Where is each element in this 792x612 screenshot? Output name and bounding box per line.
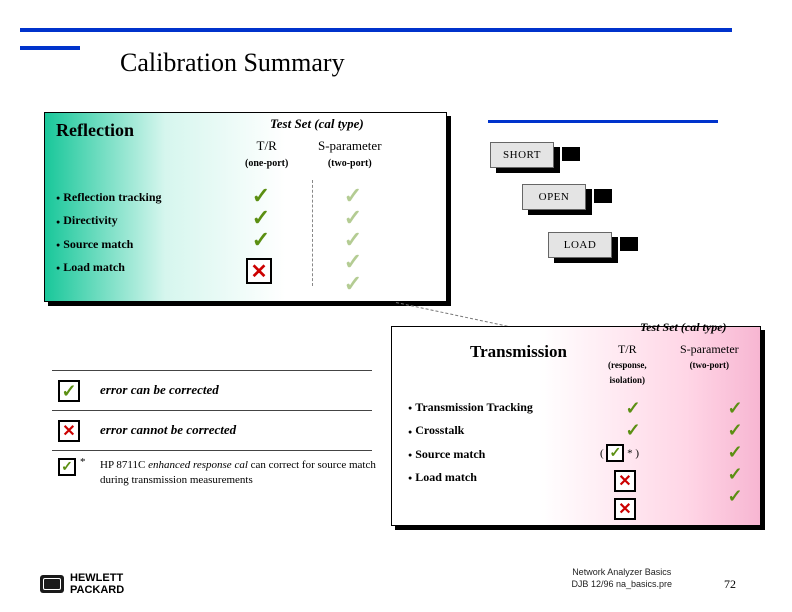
standard-tail: [562, 147, 580, 161]
check-icon: ✓: [606, 444, 624, 462]
check-icon: ✓: [246, 228, 276, 252]
page-number: 72: [724, 577, 736, 592]
reflection-col1-label: T/R: [257, 138, 277, 153]
hp-logo-badge: [40, 575, 64, 593]
standard-tail: [620, 237, 638, 251]
standard-tail: [594, 189, 612, 203]
legend-cannot: error cannot be corrected: [100, 422, 236, 438]
page-title: Calibration Summary: [120, 48, 345, 78]
check-icon: ✓: [720, 462, 750, 486]
legend-rule: [52, 410, 372, 411]
reflection-item: Directivity: [56, 209, 162, 232]
legend-cross-icon: ✕: [58, 420, 80, 442]
paren: ): [635, 448, 639, 460]
cross-icon: ✕: [614, 470, 636, 492]
check-icon: ✓: [618, 396, 648, 420]
check-icon: ✓: [618, 418, 648, 442]
standard-load: LOAD: [548, 232, 612, 258]
legend-corrected: error can be corrected: [100, 382, 219, 398]
check-icon: ✓: [720, 418, 750, 442]
transmission-col1-label: T/R: [618, 342, 637, 356]
legend-rule: [52, 370, 372, 371]
reflection-item: Load match: [56, 256, 162, 279]
header-rule: [60, 28, 732, 32]
reflection-items: Reflection tracking Directivity Source m…: [56, 186, 162, 279]
transmission-col1-subb: isolation): [610, 375, 646, 385]
transmission-item: Crosstalk: [408, 419, 533, 442]
reflection-col2-sub: (two-port): [328, 158, 372, 169]
transmission-col2: S-parameter (two-port): [680, 342, 739, 372]
transmission-heading: Transmission: [470, 342, 567, 362]
reflection-col1-sub: (one-port): [245, 158, 288, 169]
reflection-col2: S-parameter (two-port): [318, 138, 382, 170]
transmission-col2-sub: (two-port): [690, 360, 730, 370]
hp-logo: HEWLETT PACKARD: [40, 572, 124, 596]
transmission-items: Transmission Tracking Crosstalk Source m…: [408, 396, 533, 489]
check-icon: ✓: [720, 440, 750, 464]
star-annotation: ( ✓ * ): [600, 444, 639, 462]
cross-icon: ✕: [614, 498, 636, 520]
transmission-col1-suba: (response,: [608, 360, 647, 370]
transmission-caltype-label: Test Set (cal type): [640, 320, 727, 335]
logo-line: PACKARD: [70, 584, 124, 596]
hp-logo-text: HEWLETT PACKARD: [70, 572, 124, 596]
footer-doc: Network Analyzer Basics DJB 12/96 na_bas…: [571, 566, 672, 590]
paren: (: [600, 448, 604, 460]
standard-label: OPEN: [539, 191, 570, 203]
legend-star: *: [80, 456, 86, 468]
divider-dashed: [312, 180, 313, 286]
check-icon: ✓: [338, 272, 368, 296]
legend-check-star-icon: ✓: [58, 458, 76, 476]
standard-short: SHORT: [490, 142, 554, 168]
standard-label: SHORT: [503, 149, 541, 161]
footnote-ital: enhanced response cal: [148, 459, 248, 471]
transmission-item: Load match: [408, 466, 533, 489]
cross-icon: ✕: [246, 258, 272, 284]
reflection-caltype-label: Test Set (cal type): [270, 116, 364, 132]
legend-rule: [52, 450, 372, 451]
standard-open: OPEN: [522, 184, 586, 210]
footer-doc-line: Network Analyzer Basics: [571, 566, 672, 578]
mid-rule: [488, 120, 718, 123]
logo-line: HEWLETT: [70, 572, 124, 584]
footnote-text: HP 8711C: [100, 459, 148, 471]
transmission-col2-label: S-parameter: [680, 342, 739, 356]
reflection-col1: T/R (one-port): [245, 138, 288, 170]
reflection-col2-label: S-parameter: [318, 138, 382, 153]
star: *: [627, 448, 633, 460]
footer-doc-line: DJB 12/96 na_basics.pre: [571, 578, 672, 590]
legend-check-icon: ✓: [58, 380, 80, 402]
check-icon: ✓: [720, 484, 750, 508]
transmission-col1: T/R (response, isolation): [608, 342, 647, 387]
transmission-item: Source match: [408, 443, 533, 466]
reflection-item: Source match: [56, 233, 162, 256]
reflection-heading: Reflection: [56, 120, 134, 141]
check-icon: ✓: [720, 396, 750, 420]
standard-label: LOAD: [564, 239, 597, 251]
transmission-item: Transmission Tracking: [408, 396, 533, 419]
legend-footnote: HP 8711C enhanced response cal can corre…: [100, 458, 390, 488]
reflection-item: Reflection tracking: [56, 186, 162, 209]
